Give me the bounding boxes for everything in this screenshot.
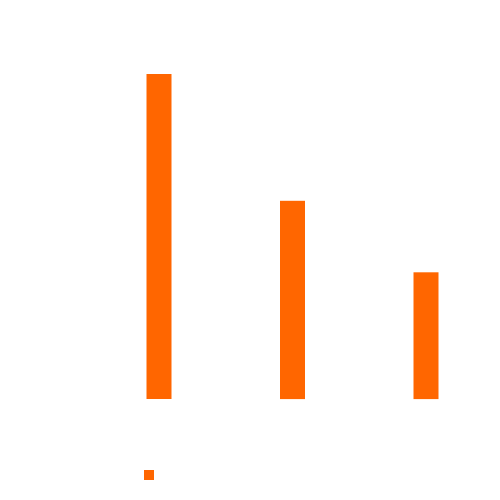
bars-group bbox=[146, 74, 439, 400]
bar-3 bbox=[413, 272, 439, 400]
bar-2 bbox=[280, 200, 305, 400]
legend-swatch bbox=[144, 470, 154, 480]
bar-1 bbox=[146, 74, 172, 399]
legend bbox=[144, 470, 154, 480]
